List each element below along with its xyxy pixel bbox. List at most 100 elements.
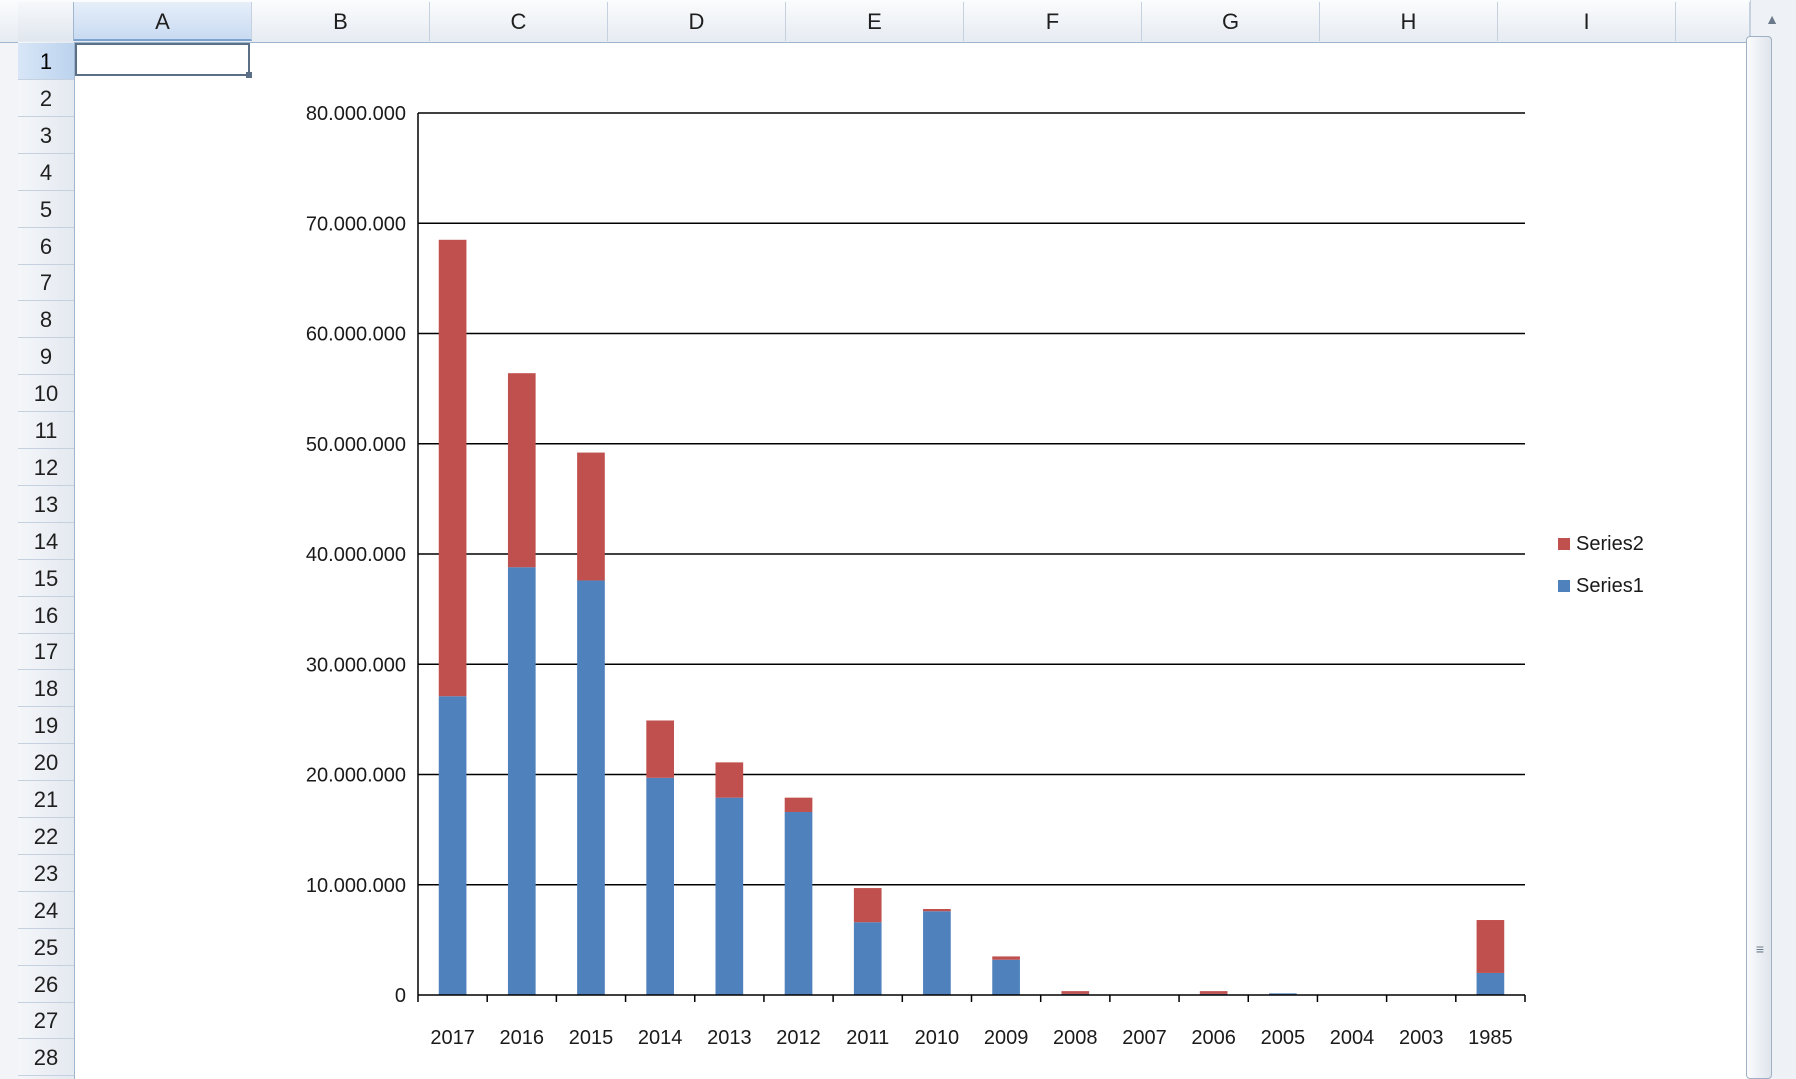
- bar-series1-2005: [1269, 993, 1297, 995]
- column-header-f[interactable]: F: [964, 2, 1142, 41]
- bar-series1-1985: [1476, 972, 1505, 995]
- row-header-4[interactable]: 4: [18, 154, 74, 191]
- x-tick-label: 2012: [776, 1027, 821, 1049]
- y-tick-label: 80.000.000: [306, 103, 406, 125]
- row-header-24[interactable]: 24: [18, 892, 74, 929]
- bar-series1-2011: [853, 922, 882, 995]
- bar-series1-2014: [646, 777, 674, 995]
- bar-series1-2015: [577, 580, 605, 995]
- bar-series2-2009: [992, 956, 1020, 960]
- bar-series1-2012: [784, 811, 813, 995]
- x-tick-label: 2013: [707, 1027, 752, 1049]
- row-header-13[interactable]: 13: [18, 486, 74, 523]
- x-tick-label: 2008: [1053, 1027, 1098, 1049]
- x-tick-label: 2010: [915, 1027, 960, 1049]
- bar-series2-2017: [438, 239, 467, 697]
- row-header-22[interactable]: 22: [18, 818, 74, 855]
- legend-label-series1: Series1: [1576, 575, 1644, 597]
- column-header-a[interactable]: A: [74, 2, 252, 41]
- legend-swatch-series2: [1558, 538, 1570, 550]
- bar-series1-2013: [715, 797, 744, 995]
- x-tick-label: 2007: [1122, 1027, 1167, 1049]
- row-header-23[interactable]: 23: [18, 855, 74, 892]
- row-header-2[interactable]: 2: [18, 80, 74, 117]
- legend-label-series2: Series2: [1576, 533, 1644, 555]
- x-tick-label: 2016: [500, 1027, 545, 1049]
- y-tick-label: 60.000.000: [306, 324, 406, 346]
- row-header-10[interactable]: 10: [18, 375, 74, 413]
- x-tick-label: 2005: [1261, 1027, 1306, 1049]
- row-header-27[interactable]: 27: [18, 1002, 74, 1040]
- row-header-3[interactable]: 3: [18, 117, 74, 154]
- row-header-11[interactable]: 11: [18, 412, 74, 449]
- y-tick-label: 10.000.000: [306, 875, 406, 897]
- bar-series2-2015: [577, 452, 605, 581]
- row-header-25[interactable]: 25: [18, 929, 74, 966]
- axes: [417, 113, 1526, 1002]
- column-header-c[interactable]: C: [430, 2, 608, 41]
- bar-series1-2009: [992, 959, 1020, 995]
- column-header-partial[interactable]: [1676, 2, 1750, 41]
- bar-series2-2016: [507, 373, 536, 568]
- x-tick-label: 2011: [846, 1027, 889, 1049]
- y-tick-label: 30.000.000: [306, 654, 406, 676]
- active-cell[interactable]: [75, 43, 250, 76]
- x-tick-label: 2006: [1191, 1027, 1236, 1049]
- column-header-bar: [0, 0, 1750, 43]
- row-header-5[interactable]: 5: [18, 191, 74, 228]
- row-header-7[interactable]: 7: [18, 264, 74, 302]
- scroll-thumb[interactable]: [1746, 36, 1772, 1079]
- row-header-28[interactable]: 28: [18, 1039, 74, 1077]
- row-header-1[interactable]: 1: [18, 43, 74, 80]
- scroll-up-arrow-icon[interactable]: ▲: [1765, 11, 1779, 27]
- y-tick-label: 20.000.000: [306, 765, 406, 787]
- bar-series2-2008: [1061, 991, 1090, 994]
- row-header-9[interactable]: 9: [18, 338, 74, 376]
- bars: [438, 239, 1505, 995]
- column-header-e[interactable]: E: [786, 2, 964, 41]
- row-header-16[interactable]: 16: [18, 597, 74, 634]
- row-header-15[interactable]: 15: [18, 560, 74, 597]
- bar-series1-2016: [507, 567, 536, 995]
- y-tick-label: 70.000.000: [306, 213, 406, 235]
- row-header-8[interactable]: 8: [18, 301, 74, 339]
- bar-series2-2010: [923, 909, 951, 912]
- row-header-6[interactable]: 6: [18, 228, 74, 265]
- x-tick-label: 2004: [1330, 1027, 1375, 1049]
- row-header-21[interactable]: 21: [18, 781, 74, 818]
- row-header-bar: [18, 42, 75, 1079]
- row-header-18[interactable]: 18: [18, 670, 74, 708]
- y-tick-labels: 0 10.000.000 20.000.000 30.000.000 40.000.00…: [306, 103, 406, 1007]
- x-tick-label: 1985: [1468, 1027, 1513, 1049]
- fill-handle[interactable]: [246, 72, 252, 78]
- bar-series2-2013: [715, 762, 744, 798]
- row-header-19[interactable]: 19: [18, 707, 74, 745]
- x-tick-labels: 2017 2016 2015 2014 2013 2012 2011 2010 2009 2008…: [430, 1027, 1512, 1049]
- column-header-h[interactable]: H: [1320, 2, 1498, 41]
- column-header-d[interactable]: D: [608, 2, 786, 41]
- bar-series2-2014: [646, 720, 674, 778]
- row-header-20[interactable]: 20: [18, 744, 74, 782]
- scroll-grip-icon: ≡: [1755, 941, 1765, 957]
- row-header-14[interactable]: 14: [18, 523, 74, 560]
- column-header-b[interactable]: B: [252, 2, 430, 41]
- x-tick-label: 2003: [1399, 1027, 1444, 1049]
- bar-series1-2017: [438, 696, 467, 995]
- column-header-g[interactable]: G: [1142, 2, 1320, 41]
- legend-swatch-series1: [1558, 580, 1570, 592]
- legend[interactable]: Series2 Series1: [1558, 533, 1644, 597]
- row-header-17[interactable]: 17: [18, 633, 74, 671]
- x-tick-label: 2009: [984, 1027, 1029, 1049]
- stacked-bar-chart[interactable]: 0 10.000.000 20.000.000 30.000.000 40.000.00…: [250, 42, 1730, 1079]
- bar-series2-2011: [853, 888, 882, 923]
- column-header-i[interactable]: I: [1498, 2, 1676, 41]
- y-tick-label: 0: [395, 985, 406, 1007]
- y-tick-label: 40.000.000: [306, 544, 406, 566]
- x-tick-label: 2017: [430, 1027, 475, 1049]
- row-header-12[interactable]: 12: [18, 449, 74, 486]
- x-tick-label: 2014: [638, 1027, 683, 1049]
- select-all-corner[interactable]: [18, 2, 74, 41]
- row-header-26[interactable]: 26: [18, 966, 74, 1003]
- bar-series2-1985: [1476, 920, 1505, 973]
